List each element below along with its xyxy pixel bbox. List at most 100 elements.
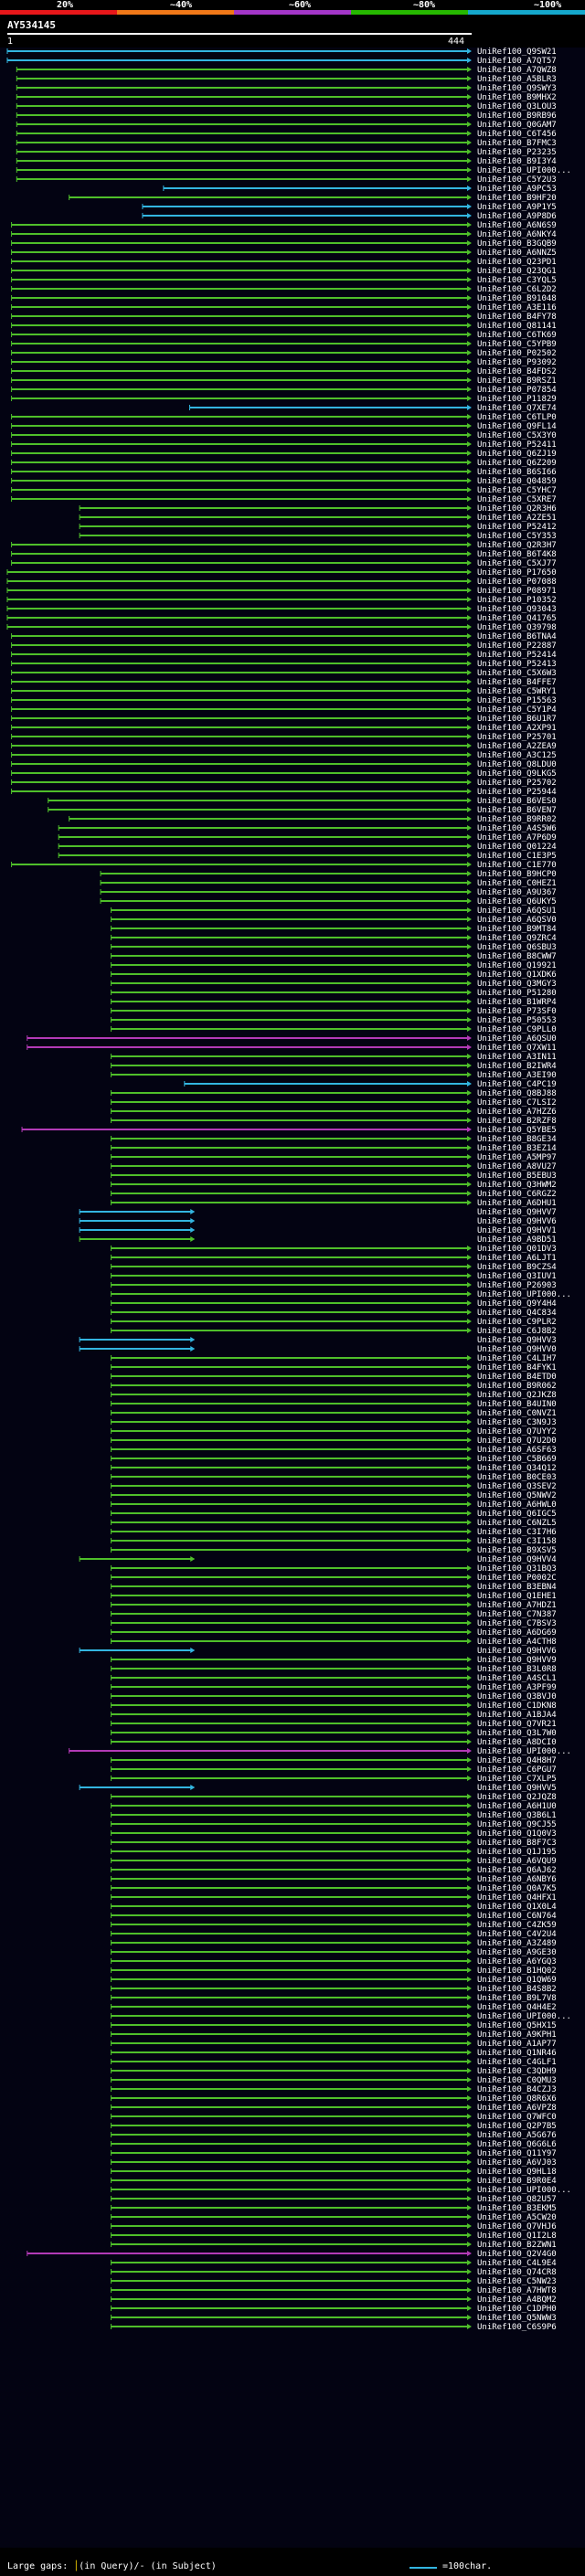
hit-row[interactable]: UniRef100_Q4C834 [111, 1309, 557, 1318]
hit-row[interactable]: UniRef100_C9PLL0 [111, 1025, 557, 1034]
hit-row[interactable]: UniRef100_A7P6D9 [58, 833, 557, 843]
hit-label[interactable]: UniRef100_P93092 [477, 358, 557, 367]
hit-row[interactable]: UniRef100_Q6AJ62 [111, 1866, 557, 1875]
hit-label[interactable]: UniRef100_B6U1R7 [477, 715, 557, 724]
hit-label[interactable]: UniRef100_B4S8B2 [477, 1985, 557, 1994]
hit-label[interactable]: UniRef100_B9RB96 [477, 111, 557, 121]
hit-row[interactable]: UniRef100_A6QSU1 [111, 906, 557, 916]
hit-row[interactable]: UniRef100_Q5HX15 [111, 2021, 557, 2030]
hit-row[interactable]: UniRef100_C6PGU7 [111, 1765, 557, 1775]
hit-row[interactable]: UniRef100_Q7XE74 [189, 404, 557, 413]
hit-row[interactable]: UniRef100_A1AP77 [111, 2040, 557, 2049]
hit-row[interactable]: UniRef100_Q74CR8 [111, 2268, 557, 2277]
hit-row[interactable]: UniRef100_Q9CJ55 [111, 1820, 557, 1829]
hit-label[interactable]: UniRef100_A2ZEA9 [477, 742, 557, 751]
hit-row[interactable]: UniRef100_C6TLP0 [11, 413, 557, 422]
hit-row[interactable]: UniRef100_Q81141 [11, 322, 557, 331]
hit-row[interactable]: UniRef100_Q1NR46 [111, 2049, 557, 2058]
hit-row[interactable]: UniRef100_C5NW23 [111, 2277, 557, 2286]
hit-label[interactable]: UniRef100_A6VQU9 [477, 1857, 557, 1866]
hit-row[interactable]: UniRef100_UPI000... [111, 2186, 571, 2195]
hit-row[interactable]: UniRef100_C4V2U4 [111, 1930, 557, 1939]
hit-label[interactable]: UniRef100_C3N9J3 [477, 1418, 557, 1427]
hit-label[interactable]: UniRef100_A6QSU0 [477, 1034, 557, 1044]
hit-row[interactable]: UniRef100_P15563 [11, 696, 557, 705]
hit-row[interactable]: UniRef100_P25701 [11, 733, 557, 742]
hit-label[interactable]: UniRef100_B9L7V8 [477, 1994, 557, 2003]
hit-label[interactable]: UniRef100_Q7VR21 [477, 1720, 557, 1729]
hit-row[interactable]: UniRef100_P23235 [16, 148, 557, 157]
hit-row[interactable]: UniRef100_A5BLR3 [16, 75, 557, 84]
hit-row[interactable]: UniRef100_A6LJT1 [111, 1254, 557, 1263]
hit-row[interactable]: UniRef100_A6NBY6 [111, 1875, 557, 1884]
hit-row[interactable]: UniRef100_C5X3Y0 [11, 431, 557, 440]
hit-row[interactable]: UniRef100_B1WRP4 [111, 998, 557, 1007]
hit-row[interactable]: UniRef100_Q9HVV0 [79, 1345, 557, 1354]
hit-row[interactable]: UniRef100_Q3HWM2 [111, 1181, 557, 1190]
hit-label[interactable]: UniRef100_Q04859 [477, 477, 557, 486]
hit-row[interactable]: UniRef100_A9BD51 [79, 1235, 557, 1245]
hit-row[interactable]: UniRef100_C0NVZ1 [111, 1409, 557, 1418]
hit-row[interactable]: UniRef100_Q7XW11 [27, 1044, 557, 1053]
hit-label[interactable]: UniRef100_B9HCP0 [477, 870, 557, 879]
hit-label[interactable]: UniRef100_Q7VHJ6 [477, 2222, 557, 2231]
hit-row[interactable]: UniRef100_Q34Q12 [111, 1464, 557, 1473]
hit-label[interactable]: UniRef100_Q23PD1 [477, 258, 557, 267]
hit-label[interactable]: UniRef100_Q9HVV6 [477, 1647, 557, 1656]
hit-row[interactable]: UniRef100_C9PLR2 [111, 1318, 557, 1327]
hit-row[interactable]: UniRef100_A9P8D6 [142, 212, 557, 221]
hit-label[interactable]: UniRef100_A9PC53 [477, 185, 557, 194]
hit-label[interactable]: UniRef100_A1BJA4 [477, 1711, 557, 1720]
hit-row[interactable]: UniRef100_Q4H4E2 [111, 2003, 557, 2012]
hit-row[interactable]: UniRef100_C7N387 [111, 1610, 557, 1619]
hit-row[interactable]: UniRef100_P93092 [11, 358, 557, 367]
hit-row[interactable]: UniRef100_B6T4K8 [11, 550, 557, 559]
hit-label[interactable]: UniRef100_Q2P7B5 [477, 2122, 557, 2131]
hit-label[interactable]: UniRef100_A3Z489 [477, 1939, 557, 1948]
hit-label[interactable]: UniRef100_P11829 [477, 395, 557, 404]
hit-label[interactable]: UniRef100_Q9HVV5 [477, 1784, 557, 1793]
hit-label[interactable]: UniRef100_P22887 [477, 641, 557, 651]
hit-label[interactable]: UniRef100_C5NW23 [477, 2277, 557, 2286]
hit-row[interactable]: UniRef100_Q6IGC5 [111, 1510, 557, 1519]
hit-label[interactable]: UniRef100_Q9HVV4 [477, 1555, 557, 1564]
hit-label[interactable]: UniRef100_C9PLL0 [477, 1025, 557, 1034]
hit-label[interactable]: UniRef100_C0HEZ1 [477, 879, 557, 888]
hit-row[interactable]: UniRef100_P25944 [11, 788, 557, 797]
hit-row[interactable]: UniRef100_UPI000... [16, 166, 571, 175]
hit-row[interactable]: UniRef100_Q6G6L6 [111, 2140, 557, 2149]
hit-row[interactable]: UniRef100_A6QSV0 [111, 916, 557, 925]
hit-label[interactable]: UniRef100_Q93043 [477, 605, 557, 614]
hit-row[interactable]: UniRef100_B8CWW7 [111, 952, 557, 961]
hit-row[interactable]: UniRef100_A6VPZ8 [111, 2104, 557, 2113]
hit-row[interactable]: UniRef100_Q9SWY3 [16, 84, 557, 93]
hit-row[interactable]: UniRef100_A9GE30 [111, 1948, 557, 1957]
hit-row[interactable]: UniRef100_Q41765 [6, 614, 557, 623]
hit-row[interactable]: UniRef100_Q19921 [111, 961, 557, 970]
hit-row[interactable]: UniRef100_C6N764 [111, 1912, 557, 1921]
hit-label[interactable]: UniRef100_P52412 [477, 523, 557, 532]
hit-row[interactable]: UniRef100_Q9Y4H4 [111, 1299, 557, 1309]
hit-label[interactable]: UniRef100_A7HZZ6 [477, 1108, 557, 1117]
hit-row[interactable]: UniRef100_B6VEN7 [48, 806, 557, 815]
hit-row[interactable]: UniRef100_B8F7C3 [111, 1839, 557, 1848]
hit-row[interactable]: UniRef100_Q01224 [58, 843, 557, 852]
hit-row[interactable]: UniRef100_Q23PD1 [11, 258, 557, 267]
hit-row[interactable]: UniRef100_Q6SBU3 [111, 943, 557, 952]
hit-label[interactable]: UniRef100_Q3B6L1 [477, 1811, 557, 1820]
hit-label[interactable]: UniRef100_Q2V4G0 [477, 2250, 557, 2259]
hit-row[interactable]: UniRef100_C6S9P6 [111, 2323, 557, 2332]
hit-row[interactable]: UniRef100_C1E770 [11, 861, 557, 870]
hit-label[interactable]: UniRef100_Q5NWV2 [477, 1491, 557, 1500]
hit-row[interactable]: UniRef100_Q6ZJ19 [11, 450, 557, 459]
hit-row[interactable]: UniRef100_Q7UYY2 [111, 1427, 557, 1436]
hit-label[interactable]: UniRef100_A6HWL0 [477, 1500, 557, 1510]
hit-row[interactable]: UniRef100_Q04859 [11, 477, 557, 486]
hit-label[interactable]: UniRef100_P25944 [477, 788, 557, 797]
hit-label[interactable]: UniRef100_C0NVZ1 [477, 1409, 557, 1418]
hit-label[interactable]: UniRef100_C3QDH9 [477, 2067, 557, 2076]
hit-label[interactable]: UniRef100_C4LIH7 [477, 1354, 557, 1363]
hit-label[interactable]: UniRef100_P23235 [477, 148, 557, 157]
hit-label[interactable]: UniRef100_Q9SW21 [477, 48, 557, 57]
hit-label[interactable]: UniRef100_Q9SWY3 [477, 84, 557, 93]
